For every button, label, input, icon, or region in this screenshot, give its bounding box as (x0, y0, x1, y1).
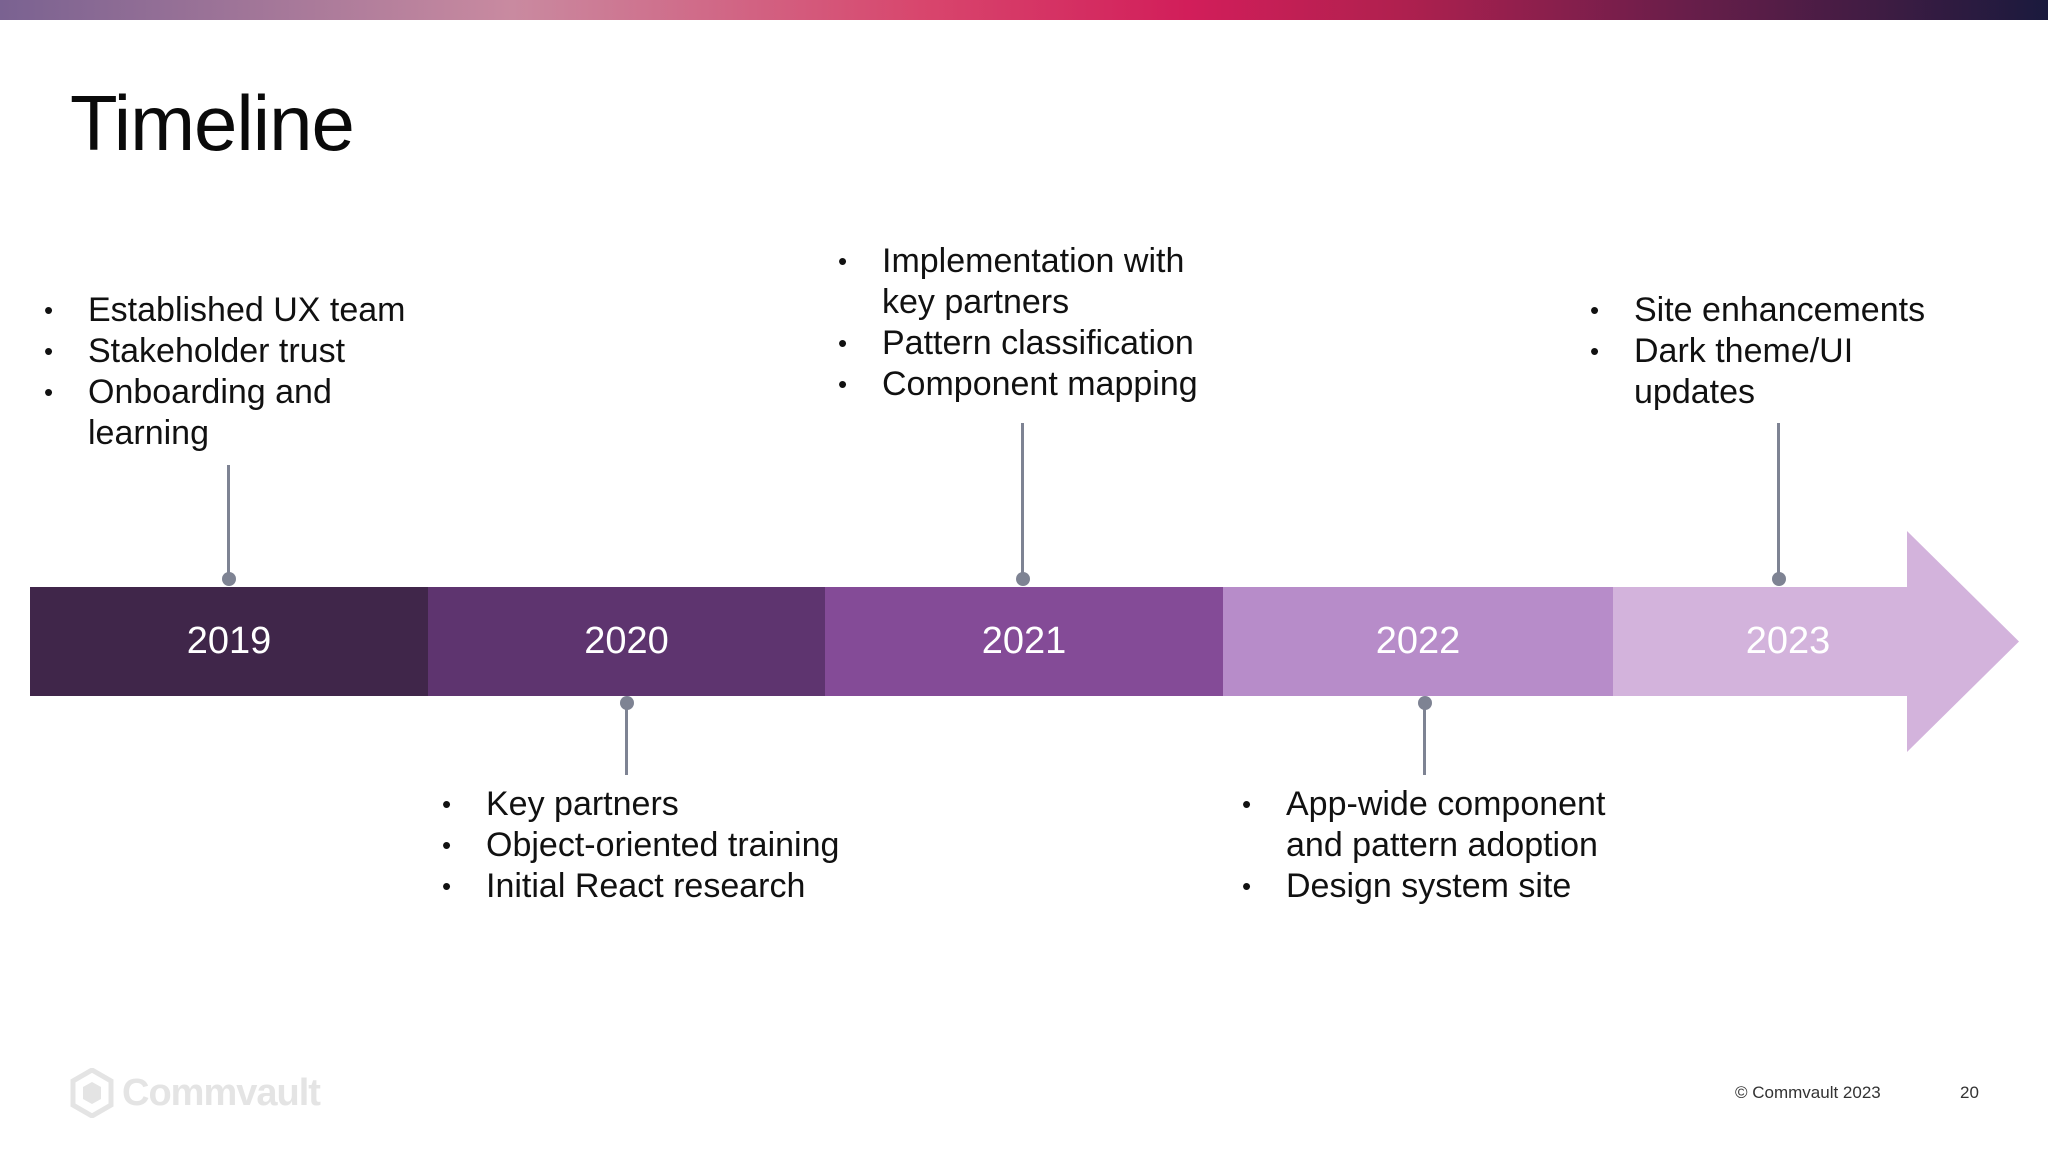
year-label-2022: 2022 (1375, 620, 1461, 662)
connector-2022 (1423, 705, 1426, 775)
milestone-item: Dark theme/UI updates (1590, 331, 1950, 413)
slide-title: Timeline (70, 79, 355, 167)
year-band-2021: 2021 (825, 587, 1223, 696)
milestone-item: Established UX team (44, 290, 444, 331)
logo-text: Commvault (122, 1071, 321, 1114)
year-label-2020: 2020 (584, 620, 669, 662)
milestone-item: App-wide component and pattern adoption (1242, 784, 1642, 866)
connector-2021 (1021, 423, 1024, 577)
milestone-2019: Established UX team Stakeholder trust On… (44, 290, 444, 454)
year-band-2023 (1613, 587, 1913, 696)
milestone-item: Onboarding and learning (44, 372, 444, 454)
milestone-item: Stakeholder trust (44, 331, 444, 372)
year-label-2023: 2023 (1745, 620, 1831, 662)
connector-dot-2022 (1418, 696, 1432, 710)
milestone-item: Object-oriented training (442, 825, 842, 866)
connector-2020 (625, 705, 628, 775)
milestone-2022: App-wide component and pattern adoption … (1242, 784, 1642, 907)
year-band-2020: 2020 (428, 587, 825, 696)
year-label-wrap-2023: 2023 (1613, 587, 1963, 696)
year-label-2019: 2019 (186, 620, 272, 662)
milestone-item: Site enhancements (1590, 290, 1950, 331)
milestone-2023: Site enhancements Dark theme/UI updates (1590, 290, 1950, 413)
year-band-2019: 2019 (30, 587, 428, 696)
milestone-item: Design system site (1242, 866, 1642, 907)
top-gradient-bar (0, 0, 2048, 20)
milestone-item: Initial React research (442, 866, 842, 907)
milestone-2021: Implementation with key partners Pattern… (838, 241, 1238, 405)
connector-2023 (1777, 423, 1780, 577)
milestone-2020: Key partners Object-oriented training In… (442, 784, 842, 907)
milestone-item: Key partners (442, 784, 842, 825)
commvault-logo-icon (70, 1068, 114, 1118)
milestone-item: Pattern classification (838, 323, 1238, 364)
commvault-logo: Commvault (70, 1068, 321, 1118)
page-number: 20 (1960, 1083, 1979, 1102)
connector-dot-2019 (222, 572, 236, 586)
year-band-2022: 2022 (1223, 587, 1613, 696)
connector-dot-2021 (1016, 572, 1030, 586)
milestone-item: Component mapping (838, 364, 1238, 405)
milestone-item: Implementation with key partners (838, 241, 1238, 323)
connector-2019 (227, 465, 230, 577)
connector-dot-2020 (620, 696, 634, 710)
year-label-2021: 2021 (981, 620, 1067, 662)
connector-dot-2023 (1772, 572, 1786, 586)
copyright-text: © Commvault 2023 (1735, 1083, 1881, 1102)
